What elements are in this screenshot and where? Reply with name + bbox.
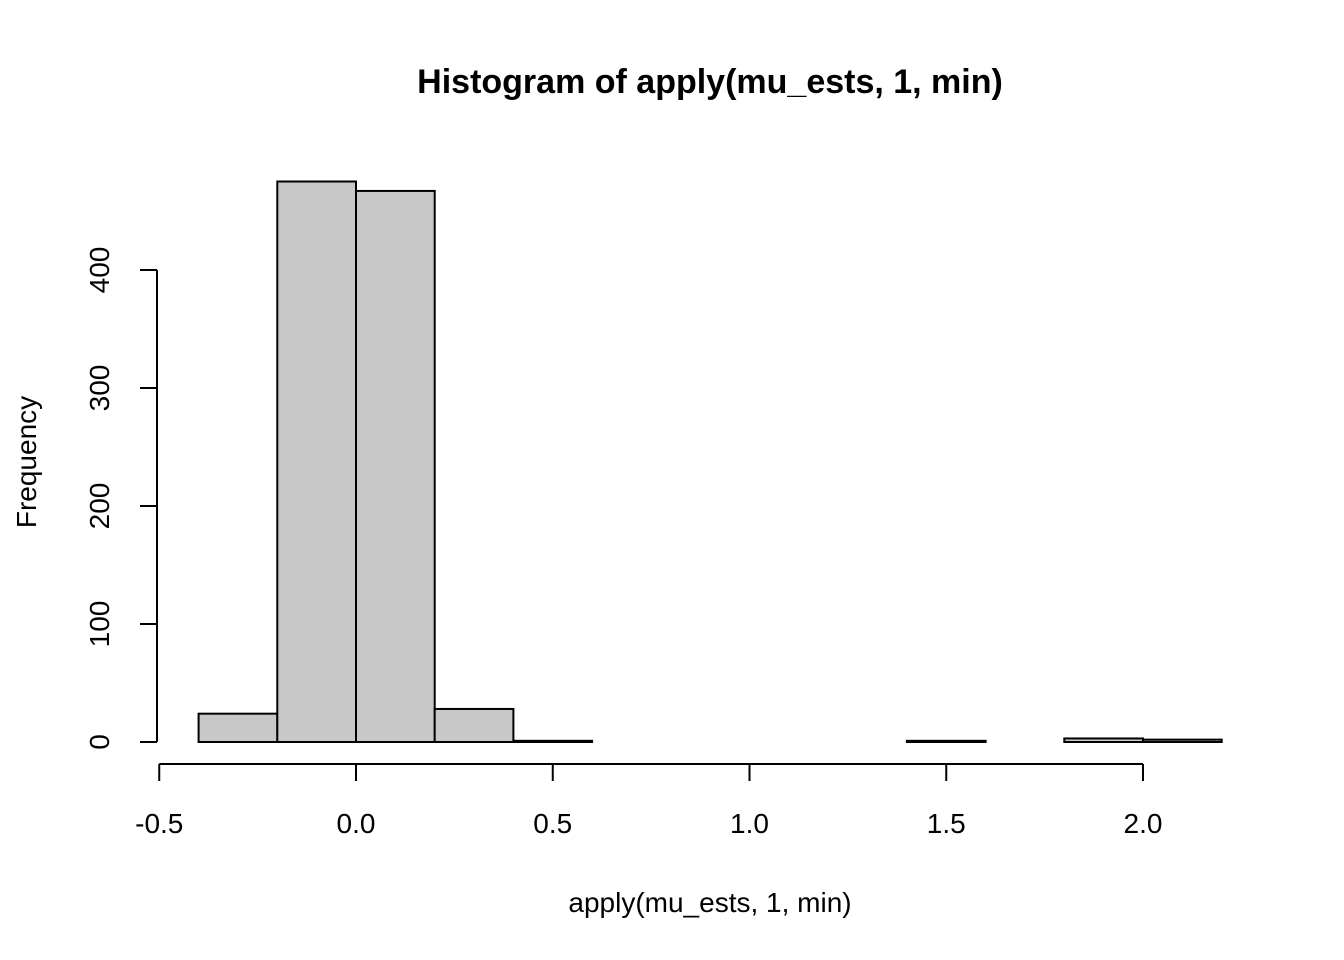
x-tick-label: 2.0 <box>1124 808 1163 839</box>
x-tick-label: -0.5 <box>135 808 183 839</box>
y-tick-label: 300 <box>84 365 115 412</box>
histogram-bar <box>355 189 436 743</box>
x-tick-label: 1.0 <box>730 808 769 839</box>
y-axis: 0 100 200 300 400 <box>84 247 158 750</box>
histogram-bar <box>1063 737 1145 744</box>
chart-title: Histogram of apply(mu_ests, 1, min) <box>417 63 1003 101</box>
histogram-bar <box>276 180 357 743</box>
y-axis-label: Frequency <box>11 396 42 528</box>
histogram-bar <box>512 739 594 744</box>
y-tick-label: 0 <box>84 734 115 750</box>
x-tick-label: 1.5 <box>927 808 966 839</box>
histogram-bar <box>905 739 987 744</box>
histogram-bar <box>1142 738 1223 744</box>
histogram-bars <box>197 180 1223 744</box>
histogram-bar <box>197 712 279 743</box>
x-axis-label: apply(mu_ests, 1, min) <box>568 887 851 918</box>
y-tick-label: 100 <box>84 601 115 648</box>
y-tick-label: 400 <box>84 247 115 294</box>
histogram-bar <box>433 707 515 744</box>
x-tick-label: 0.5 <box>533 808 572 839</box>
y-tick-label: 200 <box>84 483 115 530</box>
x-tick-label: 0.0 <box>337 808 376 839</box>
x-axis: -0.5 0.0 0.5 1.0 1.5 2.0 <box>135 763 1163 839</box>
